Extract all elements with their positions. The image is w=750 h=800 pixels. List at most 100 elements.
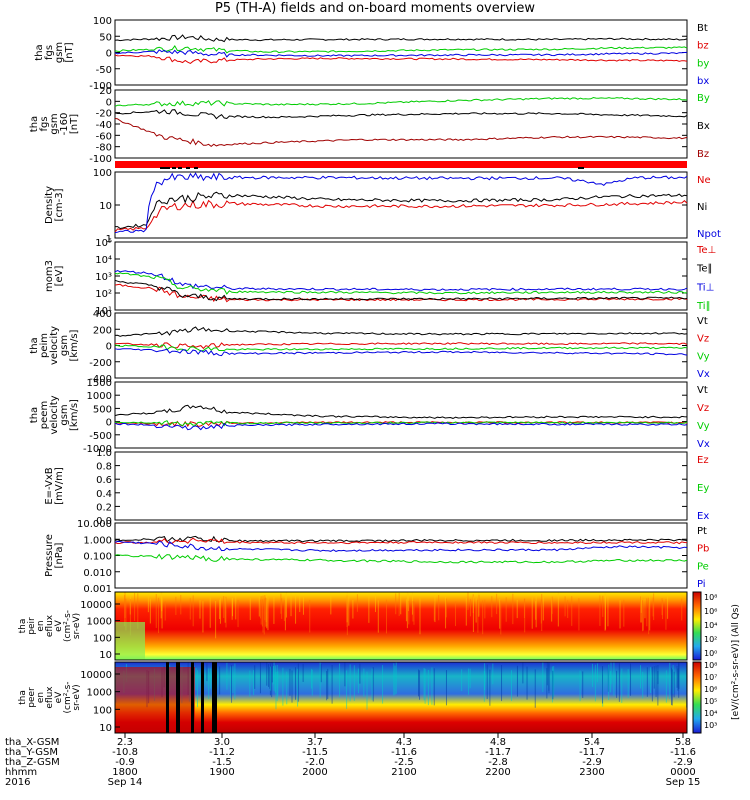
- x-tick-label: -2.8: [488, 757, 508, 768]
- y-axis-label: eV: [54, 619, 64, 632]
- spectrogram-stripe: [275, 671, 277, 710]
- spectrogram-stripe: [678, 663, 680, 698]
- y-axis-label: en: [36, 620, 46, 631]
- spectrogram-stripe: [192, 595, 194, 627]
- spectrogram-stripe: [646, 667, 648, 697]
- spectrogram-stripe: [475, 598, 477, 623]
- spectrogram-stripe: [199, 600, 201, 619]
- spectrogram-stripe: [616, 670, 618, 698]
- panel-fgs: 100 50 0 -50 -100 tha fgs gsm [nT] Bt bz by bx: [34, 16, 709, 92]
- y-axis-label: [nT]: [69, 114, 80, 134]
- y-tick-label: 0.2: [96, 502, 112, 513]
- y-tick-label: 0: [106, 97, 112, 108]
- legend-label: Vy: [697, 351, 710, 362]
- series-line-Vy: [114, 344, 688, 352]
- spectrogram-stripe: [640, 599, 642, 623]
- y-axis-label: gsm: [59, 335, 70, 356]
- panel-peem_velocity: 1500 1000 500 0 -500 -1000 tha peem velocity gsm[…: [29, 378, 710, 455]
- y-axis-label: E=-VxB: [44, 467, 55, 504]
- spectrogram-stripe: [512, 593, 514, 625]
- legend-label: Vx: [697, 439, 710, 450]
- spectrogram-stripe: [445, 597, 447, 629]
- spectrogram-stripe: [548, 662, 550, 691]
- y-tick-label: 10¹: [95, 306, 112, 317]
- spectrogram-stripe: [290, 593, 292, 617]
- y-tick-label: 1000: [87, 688, 112, 699]
- legend-label: Bt: [697, 23, 708, 34]
- spectrogram-stripe: [431, 667, 433, 705]
- series-line-Pt: [114, 535, 688, 543]
- spectrogram-stripe: [161, 592, 163, 612]
- panel-peer_spectrogram: 10000 1000 100 10 tha peer en eflux eV (cm²-s-sr-…: [18, 661, 688, 734]
- spectrogram-stripe: [551, 596, 553, 615]
- y-axis-label: (cm²-s-: [63, 681, 73, 713]
- series-line-Bt: [114, 34, 688, 43]
- spectrogram-stripe: [266, 662, 268, 686]
- spectrogram-stripe: [269, 666, 271, 691]
- spectrogram-stripe: [225, 596, 227, 628]
- spectrogram-stripe: [653, 593, 655, 621]
- spectrogram-stripe: [175, 596, 177, 616]
- spectrogram-stripe: [234, 663, 236, 700]
- series-line-Vx: [114, 422, 688, 431]
- legend-label: Vt: [697, 316, 708, 327]
- spectrogram-stripe: [224, 598, 226, 623]
- y-tick-label: 0.0: [96, 516, 112, 527]
- spectrogram-stripe: [268, 664, 270, 687]
- spectrogram-stripe: [676, 666, 678, 688]
- status-bar-mark: [186, 167, 190, 169]
- spectrogram-stripe: [406, 592, 408, 629]
- spectrogram-stripe: [352, 600, 354, 619]
- spectrogram-stripe: [522, 662, 524, 684]
- x-tick-label: 0000: [670, 767, 695, 778]
- spectrogram-stripe: [226, 662, 228, 690]
- spectrogram-stripe: [344, 662, 346, 687]
- spectrogram-gap: [176, 662, 180, 733]
- spectrogram-stripe: [158, 597, 160, 634]
- legend-label: bx: [697, 76, 709, 87]
- spectrogram-stripe: [346, 670, 348, 709]
- y-tick-label: 10⁴: [95, 255, 112, 266]
- spectrogram-stripe: [149, 598, 151, 624]
- colorbar-tick: 10³: [704, 721, 717, 730]
- y-tick-label: -1000: [83, 444, 112, 455]
- y-tick-label: 1000: [87, 617, 112, 628]
- y-axis-label: fgs: [44, 45, 55, 60]
- spectrogram-stripe: [266, 594, 268, 629]
- spectrogram-stripe: [613, 662, 615, 696]
- spectrogram-stripe: [189, 597, 191, 620]
- spectrogram-stripe: [602, 666, 604, 704]
- spectrogram-stripe: [650, 667, 652, 694]
- spectrogram-stripe: [202, 601, 204, 633]
- y-tick-label: 100: [93, 705, 112, 716]
- spectrogram-stripe: [209, 597, 211, 628]
- y-tick-label: 0: [106, 418, 112, 429]
- legend-label: Ti∥: [696, 301, 711, 312]
- spectrogram-stripe: [564, 596, 566, 617]
- legend-label: Vy: [697, 421, 710, 432]
- y-tick-label: -500: [89, 431, 112, 442]
- spectrogram-stripe: [496, 593, 498, 615]
- spectrogram-stripe: [516, 599, 518, 619]
- spectrogram-stripe: [377, 600, 379, 633]
- colorbar-tick: 10⁵: [704, 697, 717, 706]
- spectrogram-stripe: [330, 594, 332, 615]
- spectrogram-stripe: [681, 598, 683, 621]
- spectrogram-stripe: [297, 663, 299, 702]
- spectrogram-stripe: [546, 662, 548, 686]
- spectrogram-stripe: [665, 670, 667, 703]
- y-tick-label: 1000: [87, 391, 112, 402]
- spectrogram-gap: [201, 662, 204, 733]
- spectrogram-stripe: [253, 670, 255, 695]
- colorbar: 10⁸ 10⁶ 10⁴ 10² 10⁰ 10⁸ 10⁷ 10⁶ 10⁵ 10⁴ 10³ [eV/(cm…: [692, 591, 741, 734]
- y-axis-label: eflux: [45, 686, 55, 709]
- legend-label: Ni: [697, 202, 707, 213]
- spectrogram-stripe: [405, 599, 407, 622]
- y-axis-label: en: [36, 692, 46, 703]
- y-axis-label: Pressure: [44, 534, 55, 577]
- series-line-Te∥: [114, 279, 688, 302]
- status-bar-mark: [172, 167, 176, 169]
- spectrogram-stripe: [492, 663, 494, 685]
- spectrogram-stripe: [642, 600, 644, 632]
- y-tick-label: 100: [93, 16, 112, 27]
